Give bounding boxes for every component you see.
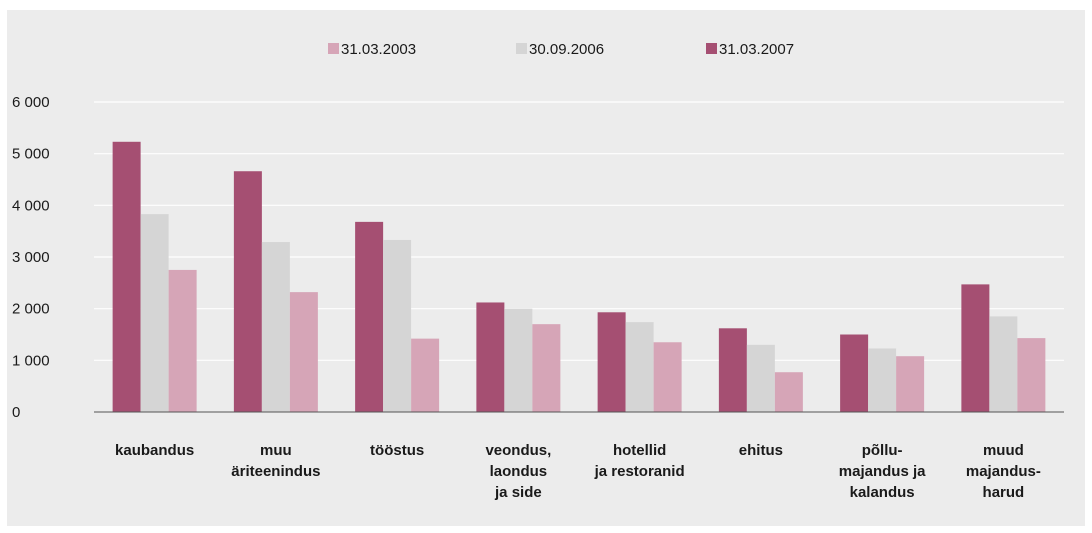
legend-label: 31.03.2003 [341,41,416,58]
chart-panel [7,10,1085,526]
y-tick-label: 0 [12,404,20,421]
bar [774,372,803,412]
bar [476,302,505,412]
bar [355,221,384,412]
x-tick-label: muu [260,442,292,459]
bar [233,171,262,412]
bar [383,239,412,412]
x-tick-label: kalandus [850,484,915,501]
bar [746,344,775,412]
x-tick-label: veondus, [485,442,551,459]
legend: 31.03.2003 30.09.2006 31.03.2007 [328,41,794,58]
bar [840,334,869,412]
x-tick-label: muud [983,442,1024,459]
x-tick-label: laondus [490,463,548,480]
bar [597,312,626,412]
x-tick-label: ja restoranid [594,463,685,480]
legend-label: 30.09.2006 [529,41,604,58]
x-tick-label: ehitus [739,442,783,459]
y-tick-label: 1 000 [12,352,50,369]
y-tick-label: 3 000 [12,249,50,266]
y-tick-label: 2 000 [12,301,50,318]
x-axis: kaubandus muu äriteenindus tööstus veondus, l… [115,442,1041,501]
x-tick-label: hotellid [613,442,666,459]
y-tick-label: 5 000 [12,146,50,163]
bar [625,322,654,412]
legend-swatch [706,43,717,54]
bar [411,338,440,412]
bar [1017,338,1046,412]
bar [261,242,290,412]
x-tick-label: tööstus [370,442,424,459]
bar [718,328,747,412]
legend-swatch [328,43,339,54]
bar [289,292,318,412]
bars [112,141,1046,413]
legend-swatch [516,43,527,54]
bar [653,342,682,412]
x-tick-label: harud [983,484,1025,501]
x-tick-label: majandus- [966,463,1041,480]
y-axis: 0 1 000 2 000 3 000 4 000 5 000 6 000 [12,94,1064,421]
bar [532,324,561,412]
bar [168,269,197,412]
y-tick-label: 6 000 [12,94,50,111]
bar [504,308,533,412]
bar [989,316,1018,412]
bar [896,356,925,412]
x-tick-label: põllu- [862,442,903,459]
bar [961,284,990,412]
x-tick-label: äriteenindus [231,463,320,480]
bar [112,141,141,413]
x-tick-label: ja side [494,484,542,501]
x-tick-label: kaubandus [115,442,194,459]
bar [868,348,897,412]
bar [140,214,169,412]
x-tick-label: majandus ja [839,463,926,480]
y-tick-label: 4 000 [12,197,50,214]
legend-label: 31.03.2007 [719,41,794,58]
